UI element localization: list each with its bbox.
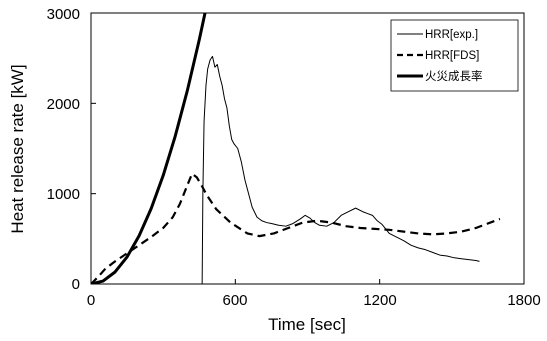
series-line-fds <box>91 172 501 284</box>
series-layer <box>91 13 501 284</box>
series-line-growth <box>91 13 207 284</box>
legend-label-growth: 火災成長率 <box>425 69 483 83</box>
tick-marks <box>90 12 525 285</box>
x-tick-label-1800: 1800 <box>507 292 540 309</box>
y-axis-label: Heat release rate [kW] <box>8 64 27 233</box>
x-tick-label-0: 0 <box>87 292 95 309</box>
x-axis-label: Time [sec] <box>268 315 346 334</box>
y-tick-label-0: 0 <box>72 276 80 293</box>
y-tick-label-1000: 1000 <box>47 186 80 203</box>
x-tick-label-1200: 1200 <box>363 292 396 309</box>
legend-label-fds: HRR[FDS] <box>425 50 479 62</box>
x-tick-label-600: 600 <box>222 292 247 309</box>
plot-frame <box>90 12 525 285</box>
series-line-exp <box>91 55 480 284</box>
legend: HRR[exp.] HRR[FDS] 火災成長率 <box>390 19 519 92</box>
y-tick-label-3000: 3000 <box>47 6 80 23</box>
y-tick-label-2000: 2000 <box>47 96 80 113</box>
legend-label-exp: HRR[exp.] <box>425 29 478 41</box>
